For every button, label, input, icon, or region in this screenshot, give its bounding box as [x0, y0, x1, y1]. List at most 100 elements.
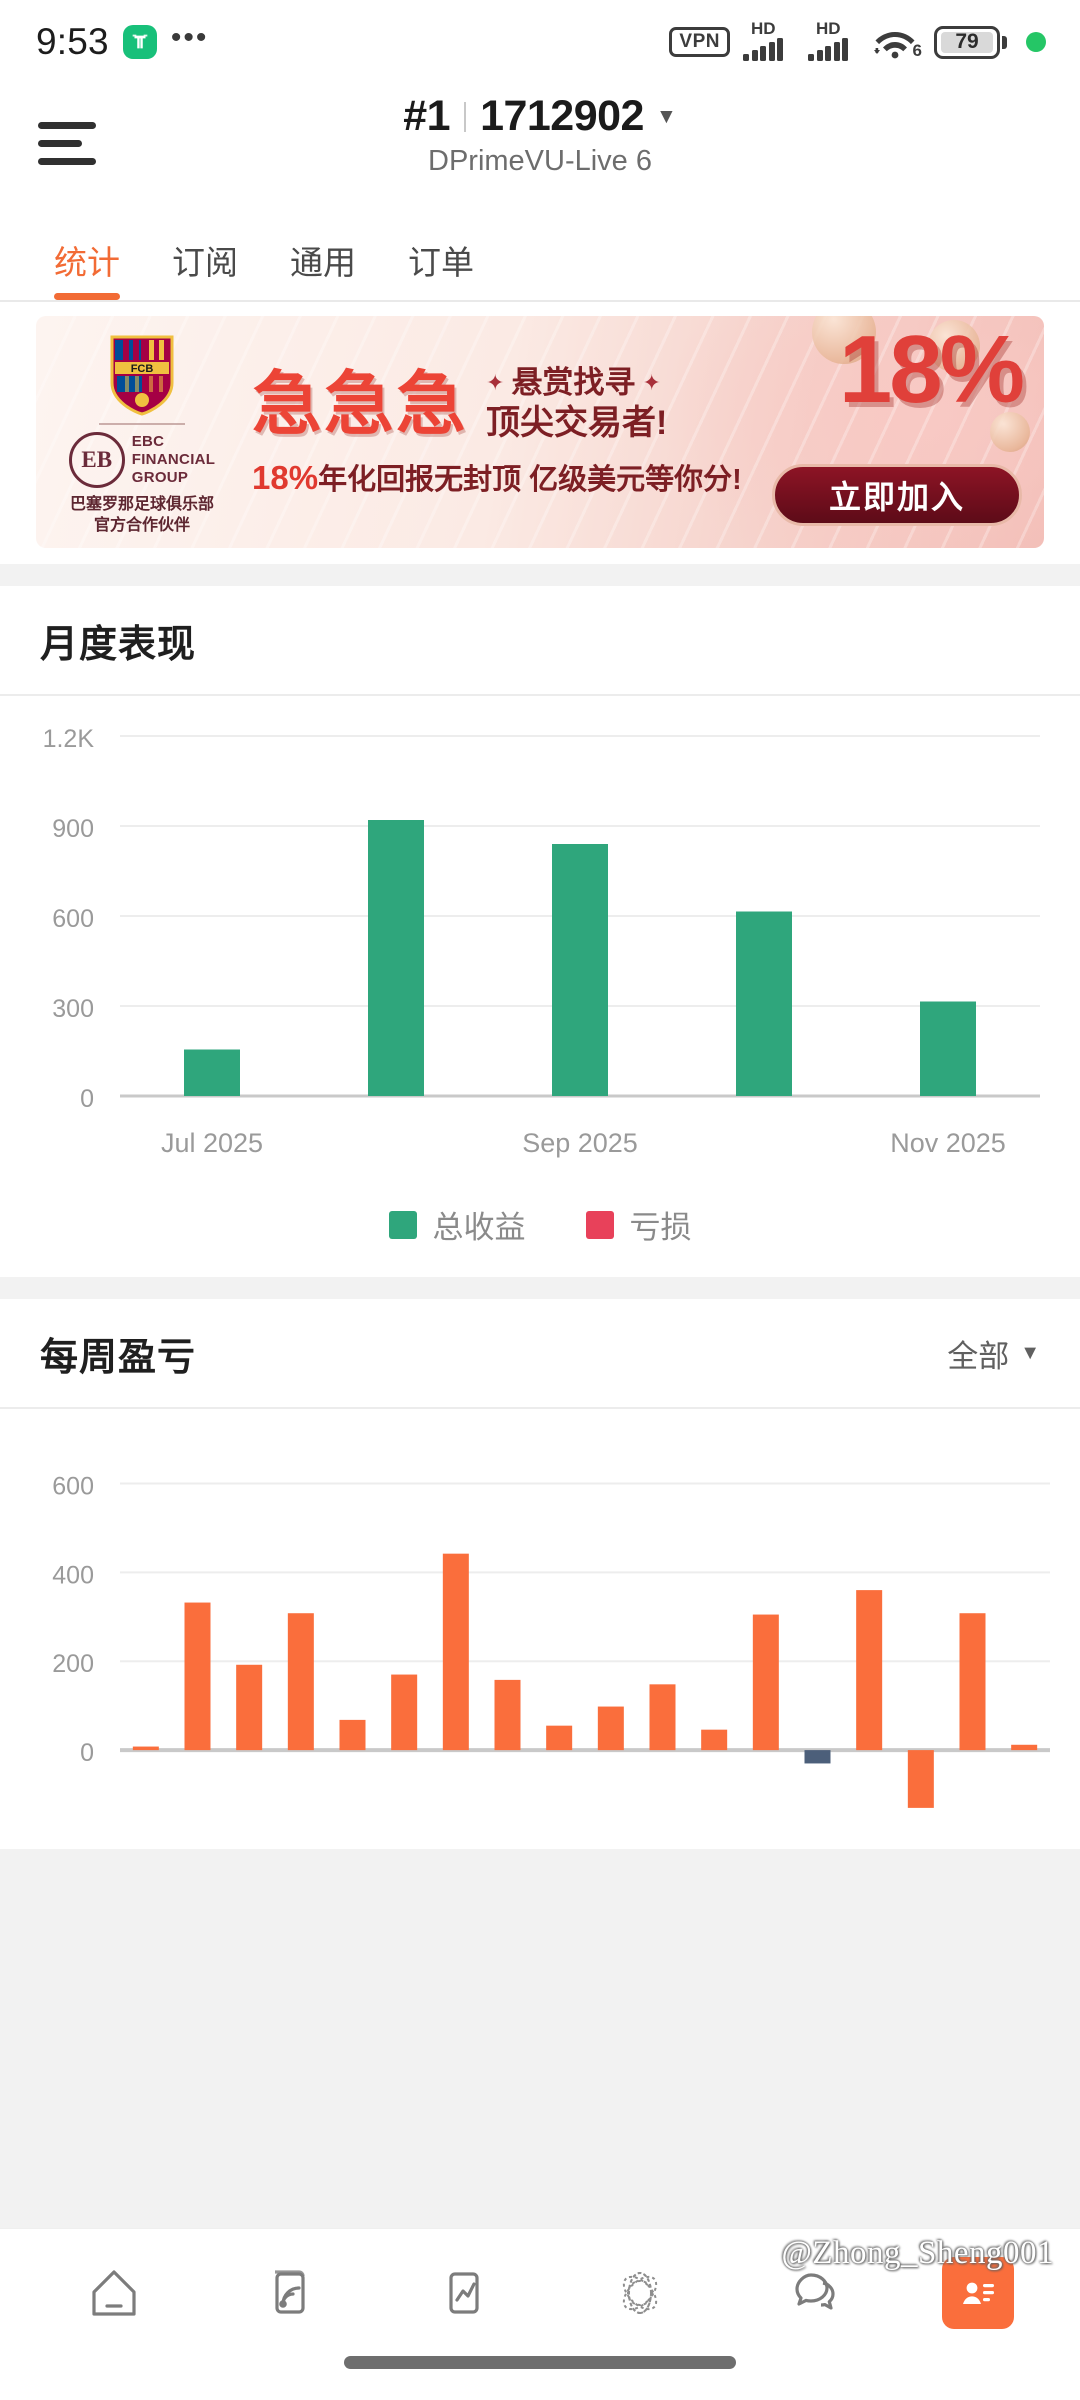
- svg-text:0: 0: [80, 1739, 94, 1767]
- partner-line-1: 巴塞罗那足球俱乐部: [69, 495, 214, 513]
- nav-home[interactable]: [66, 2251, 162, 2335]
- legend-label-loss: 亏损: [629, 1210, 692, 1245]
- svg-text:200: 200: [52, 1650, 94, 1678]
- weekly-card-header: 每周盈亏 全部 ▼: [0, 1299, 1080, 1407]
- nav-charts[interactable]: [416, 2251, 512, 2335]
- svg-text:600: 600: [52, 905, 94, 933]
- hd-label-2: HD: [816, 19, 841, 38]
- wifi-icon: 6: [873, 23, 922, 61]
- tab-statistics[interactable]: 统计: [28, 236, 146, 300]
- svg-text:0: 0: [80, 1085, 94, 1113]
- nav-quotes[interactable]: [241, 2251, 337, 2335]
- banner-partner-text: 巴塞罗那足球俱乐部 官方合作伙伴: [70, 495, 214, 537]
- banner-sub-rest: 年化回报无封顶 亿级美元等你分!: [318, 463, 742, 496]
- svg-text:900: 900: [52, 815, 94, 843]
- weekly-card-title: 每周盈亏: [40, 1336, 197, 1379]
- monthly-card-header: 月度表现: [0, 586, 1080, 694]
- status-bar-left: 9:53 •••: [36, 21, 208, 63]
- banner-join-button[interactable]: 立即加入: [772, 464, 1022, 526]
- tab-subscriptions[interactable]: 订阅: [172, 244, 238, 281]
- signal-strength-1-icon: HD: [743, 19, 795, 61]
- banner-headline: 急急急: [252, 364, 468, 443]
- wifi-generation-label: 6: [912, 41, 922, 60]
- chevron-down-icon[interactable]: ▼: [655, 105, 677, 128]
- legend-swatch-loss: [585, 1210, 614, 1239]
- account-title-block: #1 1712902 ▼ DPrimeVU-Live 6: [0, 92, 1080, 178]
- account-server: DPrimeVU-Live 6: [428, 145, 652, 177]
- ebc-brand: EB EBC FINANCIAL GROUP: [68, 431, 216, 488]
- banner-offer-block: 18% 立即加入: [734, 316, 1044, 548]
- nav-chat[interactable]: [767, 2251, 863, 2335]
- tab-orders[interactable]: 订单: [408, 244, 474, 281]
- banner-sub-percent: 18%: [252, 458, 319, 496]
- svg-text:1.2K: 1.2K: [43, 725, 95, 753]
- legend-item-loss[interactable]: 亏损: [585, 1202, 692, 1247]
- banner-brand-block: FCB EB EBC FINANCIAL GROUP: [36, 328, 248, 537]
- banner-claim: ✦ 悬赏找寻 ✦ 顶尖交易者!: [486, 365, 668, 442]
- section-gap-1: [0, 564, 1080, 586]
- weekly-filter-label: 全部: [947, 1338, 1010, 1374]
- account-number: 1712902: [480, 92, 644, 140]
- home-indicator-area: [0, 2356, 1080, 2400]
- ebc-name: EBC FINANCIAL GROUP: [132, 433, 216, 486]
- hamburger-menu-icon[interactable]: [38, 121, 98, 165]
- banner-subcopy: 18%年化回报无封顶 亿级美元等你分!: [252, 456, 1044, 498]
- weekly-chart[interactable]: 0 200 400 600: [0, 1409, 1080, 1849]
- mi-assistant-icon: [122, 25, 157, 59]
- bottom-navigation: [0, 2228, 1080, 2356]
- ebc-line-1: EBC: [131, 433, 165, 451]
- status-bar: 9:53 ••• VPN HD HD: [0, 0, 1080, 84]
- ebc-line-3: GROUP: [131, 468, 189, 486]
- status-time: 9:53: [36, 21, 109, 62]
- svg-text:Jul 2025: Jul 2025: [161, 1128, 263, 1158]
- svg-text:Sep 2025: Sep 2025: [522, 1128, 638, 1158]
- banner-divider: [99, 422, 185, 425]
- vpn-icon: VPN: [669, 27, 730, 57]
- primary-tabs: 统计 订阅 通用 订单: [0, 202, 1080, 302]
- monthly-performance-card: 月度表现 0 300 600 900 1.2K Jul 2025 Sep 2025 Nov 2…: [0, 586, 1080, 1277]
- ebc-line-2: FINANCIAL: [131, 450, 216, 468]
- chevron-down-icon: ▼: [1020, 1341, 1040, 1364]
- banner-big-percent: 18%: [838, 316, 1025, 423]
- svg-text:Nov 2025: Nov 2025: [890, 1128, 1006, 1158]
- scroll-content[interactable]: FCB EB EBC FINANCIAL GROUP: [0, 302, 1080, 2228]
- monthly-chart-legend: 总收益 亏损: [0, 1196, 1080, 1277]
- promo-banner[interactable]: FCB EB EBC FINANCIAL GROUP: [36, 316, 1044, 548]
- battery-percent-label: 79: [941, 30, 993, 53]
- weekly-pnl-card: 每周盈亏 全部 ▼ 0 200 400 600: [0, 1299, 1080, 1849]
- home-indicator[interactable]: [344, 2356, 736, 2369]
- ebc-monogram-icon: EB: [68, 431, 125, 488]
- banner-copy-block: 急急急 ✦ 悬赏找寻 ✦ 顶尖交易者! 18%年化回报无封顶 亿级美元等你分!: [248, 364, 1044, 498]
- partner-line-2: 官方合作伙伴: [93, 516, 190, 534]
- status-bar-right: VPN HD HD 6 79: [669, 19, 1046, 61]
- monthly-chart[interactable]: 0 300 600 900 1.2K Jul 2025 Sep 2025 Nov 2025: [0, 696, 1080, 1196]
- more-dots-icon: •••: [170, 21, 209, 54]
- weekly-filter-dropdown[interactable]: 全部 ▼: [947, 1331, 1040, 1376]
- legend-swatch-profit: [388, 1210, 417, 1239]
- svg-text:600: 600: [52, 1472, 94, 1500]
- weekly-card-divider: [0, 1407, 1080, 1409]
- account-selector[interactable]: #1 1712902 ▼: [403, 92, 677, 141]
- battery-icon: 79: [934, 25, 1007, 59]
- svg-text:FCB: FCB: [131, 363, 154, 375]
- legend-label-profit: 总收益: [432, 1210, 526, 1245]
- banner-claim-line-2: 顶尖交易者!: [486, 403, 668, 442]
- nav-network[interactable]: [592, 2251, 688, 2335]
- svg-text:300: 300: [52, 995, 94, 1023]
- svg-text:400: 400: [52, 1561, 94, 1589]
- account-rank: #1: [403, 92, 451, 140]
- section-gap-2: [0, 1277, 1080, 1299]
- nav-account[interactable]: [942, 2256, 1015, 2329]
- tab-general[interactable]: 通用: [290, 244, 356, 281]
- recording-indicator-icon: [1026, 32, 1046, 52]
- signal-strength-2-icon: HD: [808, 19, 860, 61]
- app-bar: #1 1712902 ▼ DPrimeVU-Live 6: [0, 84, 1080, 202]
- monthly-card-divider: [0, 694, 1080, 696]
- title-divider: [464, 101, 467, 132]
- banner-claim-line-1: 悬赏找寻: [511, 365, 636, 401]
- hd-label-1: HD: [751, 19, 776, 38]
- promo-banner-container: FCB EB EBC FINANCIAL GROUP: [0, 302, 1080, 564]
- legend-item-profit[interactable]: 总收益: [388, 1202, 526, 1247]
- fc-barcelona-crest-icon: FCB: [107, 334, 177, 416]
